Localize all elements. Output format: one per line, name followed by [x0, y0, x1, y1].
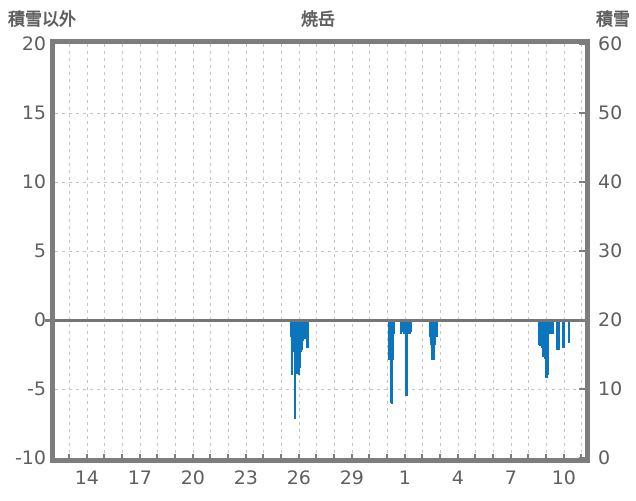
bottom-day-tick [315, 454, 318, 458]
left-tick-label: -5 [27, 378, 46, 400]
x-tick-label: 7 [504, 467, 517, 489]
right-tick-label: 60 [598, 33, 623, 55]
right-tick-label: 30 [598, 240, 623, 262]
right-axis-tick [579, 250, 585, 252]
bottom-day-tick [280, 454, 283, 458]
x-tick-label: 26 [286, 467, 311, 489]
bottom-day-tick [68, 454, 71, 458]
bar [544, 320, 547, 359]
bar [550, 320, 553, 334]
bottom-day-tick [262, 454, 265, 458]
bar [563, 320, 566, 348]
bar [435, 320, 438, 337]
left-tick-label: 10 [21, 171, 46, 193]
left-tick-label: -10 [14, 447, 46, 469]
left-axis-title: 積雪以外 [8, 10, 76, 30]
right-axis-title: 積雪 [596, 10, 630, 30]
bottom-day-tick [492, 454, 495, 458]
bottom-day-tick [156, 454, 159, 458]
bar [392, 320, 395, 361]
bottom-day-tick [121, 454, 124, 458]
right-axis-tick [579, 112, 585, 114]
bottom-day-tick [456, 454, 459, 458]
bottom-day-tick [439, 454, 442, 458]
right-tick-label: 20 [598, 309, 623, 331]
bottom-day-tick [421, 454, 424, 458]
left-tick-label: 5 [33, 240, 46, 262]
gridline-horizontal [55, 182, 585, 183]
bar [306, 320, 309, 348]
bottom-day-tick [386, 454, 389, 458]
bar [404, 320, 407, 334]
bottom-day-tick [368, 454, 371, 458]
bar [546, 320, 549, 376]
bar [558, 320, 561, 351]
bottom-day-tick [580, 454, 583, 458]
right-tick-label: 0 [598, 447, 611, 469]
gridline-horizontal [55, 251, 585, 252]
bar [390, 320, 394, 405]
bottom-day-tick [509, 454, 512, 458]
x-tick-label: 4 [451, 467, 464, 489]
bar [551, 320, 554, 334]
x-tick-label: 17 [127, 467, 152, 489]
left-axis-tick [45, 319, 50, 322]
left-tick-label: 15 [21, 102, 46, 124]
right-axis-tick [579, 388, 585, 390]
right-axis-tick [579, 43, 585, 45]
bar [293, 320, 296, 420]
gridline-horizontal [55, 113, 585, 114]
bottom-day-tick [527, 454, 530, 458]
right-axis-tick [579, 181, 585, 183]
bottom-day-tick [174, 454, 177, 458]
bar [303, 320, 306, 340]
right-axis-tick [579, 319, 585, 322]
zero-line [55, 319, 585, 322]
right-tick-label: 10 [598, 378, 623, 400]
right-tick-label: 50 [598, 102, 623, 124]
bar [393, 320, 396, 334]
chart-title: 焼岳 [301, 10, 335, 30]
bottom-day-tick [545, 454, 548, 458]
bottom-day-tick [350, 454, 353, 458]
x-tick-label: 1 [398, 467, 411, 489]
bottom-day-tick [103, 454, 106, 458]
left-tick-label: 20 [21, 33, 46, 55]
bottom-day-tick [333, 454, 336, 458]
bottom-day-tick [209, 454, 212, 458]
bottom-day-tick [403, 454, 406, 458]
x-tick-label: 10 [551, 467, 576, 489]
bottom-day-tick [244, 454, 247, 458]
bottom-day-tick [85, 454, 88, 458]
bottom-day-tick [227, 454, 230, 458]
left-tick-label: 0 [33, 309, 46, 331]
bar [409, 320, 412, 333]
bottom-day-tick [297, 454, 300, 458]
x-tick-label: 20 [180, 467, 205, 489]
bar [400, 320, 404, 333]
gridline-horizontal [55, 389, 585, 390]
bottom-day-tick [138, 454, 141, 458]
bottom-day-tick [474, 454, 477, 458]
bottom-day-tick [191, 454, 194, 458]
bar [406, 320, 409, 334]
bar [568, 320, 571, 344]
x-tick-label: 14 [74, 467, 99, 489]
right-tick-label: 40 [598, 171, 623, 193]
x-tick-label: 23 [233, 467, 258, 489]
x-tick-label: 29 [339, 467, 364, 489]
bottom-day-tick [562, 454, 565, 458]
bar [405, 320, 408, 396]
